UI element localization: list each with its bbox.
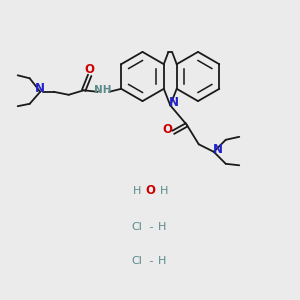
Text: O: O <box>146 184 156 197</box>
Text: O: O <box>163 123 173 136</box>
Text: H: H <box>158 256 166 266</box>
Text: H: H <box>160 185 168 196</box>
Text: H: H <box>133 185 142 196</box>
Text: Cl: Cl <box>131 256 142 266</box>
Text: -: - <box>146 256 154 266</box>
Text: -: - <box>146 221 154 232</box>
Text: N: N <box>35 82 45 95</box>
Text: H: H <box>158 221 166 232</box>
Text: N: N <box>213 143 223 156</box>
Text: Cl: Cl <box>131 221 142 232</box>
Text: O: O <box>85 63 95 76</box>
Text: N: N <box>169 96 179 110</box>
Text: NH: NH <box>94 85 112 95</box>
